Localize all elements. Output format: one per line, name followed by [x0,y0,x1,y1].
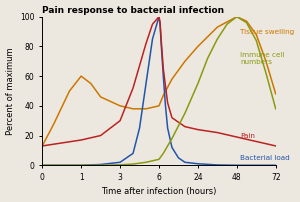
Text: Pain: Pain [240,133,255,139]
Text: Immune cell
numbers: Immune cell numbers [240,52,284,65]
Text: Pain response to bacterial infection: Pain response to bacterial infection [42,6,224,15]
X-axis label: Time after infection (hours): Time after infection (hours) [101,187,217,196]
Text: Bacterial load: Bacterial load [240,155,290,161]
Y-axis label: Percent of maximum: Percent of maximum [6,47,15,135]
Text: Tissue swelling: Tissue swelling [240,28,294,35]
